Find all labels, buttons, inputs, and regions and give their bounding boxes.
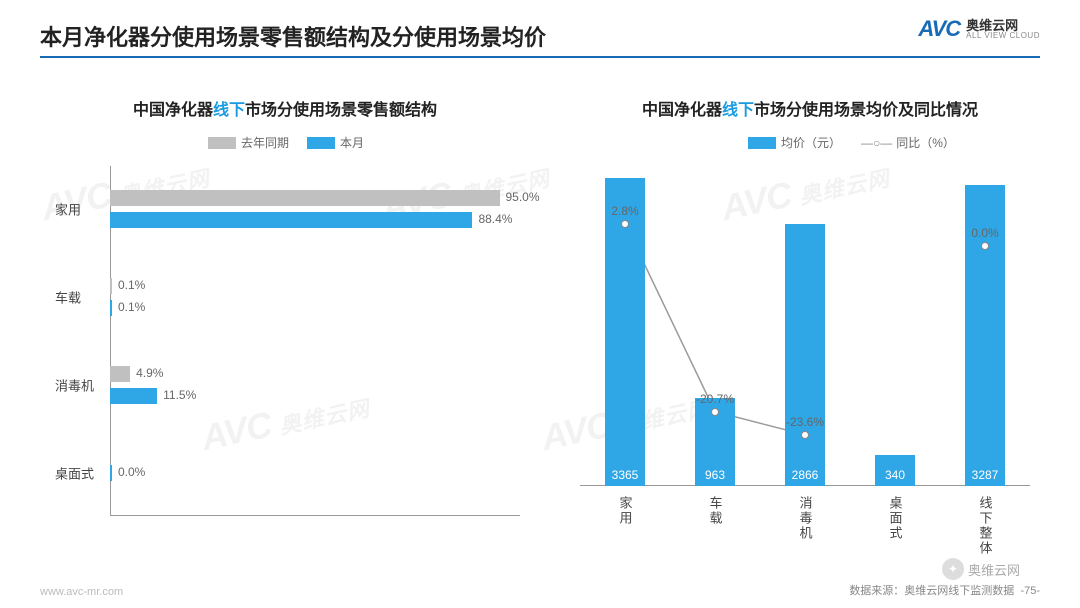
bar-value-label: 0.1% (118, 278, 145, 292)
category-label: 消毒机 (55, 376, 94, 395)
yoy-value-label: -20.7% (696, 392, 734, 406)
yoy-value-label: 0.0% (971, 226, 998, 240)
category-label: 车载 (706, 496, 725, 526)
legend-label-bar: 均价（元） (781, 134, 841, 151)
category-label: 桌面式 (55, 464, 94, 483)
logo-cn: 奥维云网 (966, 19, 1040, 32)
bar-row: 车载0.1%0.1% (110, 262, 112, 332)
footer-source: 数据来源：奥维云网线下监测数据 -75- (849, 582, 1040, 598)
right-chart-title: 中国净化器线下市场分使用场景均价及同比情况 (560, 96, 1060, 120)
category-label: 车载 (55, 288, 81, 307)
bar-value-label: 11.5% (163, 388, 196, 402)
bar-this-month: 0.0% (110, 465, 112, 481)
bar-last-year: 95.0% (110, 190, 500, 206)
category-label: 消毒机 (796, 496, 815, 541)
price-value-label: 963 (695, 468, 735, 482)
yoy-point (621, 220, 629, 228)
right-chart-legend: 均价（元） —○— 同比（%） (730, 134, 955, 151)
bar-row: 家用95.0%88.4% (110, 174, 500, 244)
wechat-watermark: ✦ 奥维云网 (942, 558, 1020, 580)
bar-this-month: 88.4% (110, 212, 472, 228)
wechat-icon: ✦ (942, 558, 964, 580)
yoy-value-label: 2.8% (611, 204, 638, 218)
yoy-point (801, 431, 809, 439)
legend-line-icon: —○— (861, 136, 892, 150)
right-plot-area: 3365家用2.8%963车载-20.7%2866消毒机-23.6%340桌面式… (580, 166, 1030, 486)
price-bar: 2866 (785, 224, 825, 486)
left-chart-legend: 去年同期 本月 (190, 134, 364, 151)
category-label: 家用 (55, 200, 81, 219)
category-label: 家用 (616, 496, 635, 526)
bar-last-year: 0.1% (110, 278, 112, 294)
title-underline (40, 56, 1040, 58)
yoy-point (981, 242, 989, 250)
yoy-value-label: -23.6% (786, 415, 824, 429)
bar-row: 消毒机4.9%11.5% (110, 350, 157, 420)
bar-last-year: 4.9% (110, 366, 130, 382)
price-value-label: 340 (875, 468, 915, 482)
legend-swatch-gray (208, 137, 236, 149)
page-title: 本月净化器分使用场景零售额结构及分使用场景均价 (40, 20, 546, 52)
left-chart: 中国净化器线下市场分使用场景零售额结构 去年同期 本月 家用 95.0% 88.4%… (30, 96, 540, 556)
legend-swatch-bar (748, 137, 776, 149)
logo: AVC 奥维云网 ALL VIEW CLOUD (918, 16, 1040, 42)
bar-this-month: 0.1% (110, 300, 112, 316)
bar-column: 2866消毒机 (785, 224, 825, 486)
footer-url: www.avc-mr.com (40, 586, 123, 598)
legend-swatch-blue (307, 137, 335, 149)
bar-column: 340桌面式 (875, 455, 915, 486)
bar-value-label: 0.1% (118, 300, 145, 314)
yoy-point (711, 408, 719, 416)
category-label: 桌面式 (886, 496, 905, 541)
left-x-axis (110, 515, 520, 516)
price-bar: 340 (875, 455, 915, 486)
legend-label-b: 本月 (340, 134, 364, 151)
logo-en: ALL VIEW CLOUD (966, 32, 1040, 40)
category-label: 线下整体 (976, 496, 995, 556)
right-chart: 中国净化器线下市场分使用场景均价及同比情况 均价（元） —○— 同比（%） 33… (560, 96, 1060, 556)
price-value-label: 3287 (965, 468, 1005, 482)
bar-value-label: 0.0% (118, 465, 145, 479)
bar-row: 桌面式0.0% (110, 438, 112, 508)
price-value-label: 2866 (785, 468, 825, 482)
bar-this-month: 11.5% (110, 388, 157, 404)
bar-value-label: 88.4% (478, 212, 512, 226)
price-value-label: 3365 (605, 468, 645, 482)
left-chart-title: 中国净化器线下市场分使用场景零售额结构 (30, 96, 540, 120)
bar-value-label: 95.0% (506, 190, 540, 204)
logo-mark: AVC (918, 16, 960, 42)
legend-label-a: 去年同期 (241, 134, 289, 151)
legend-label-line: 同比（%） (896, 134, 955, 151)
bar-value-label: 4.9% (136, 366, 163, 380)
